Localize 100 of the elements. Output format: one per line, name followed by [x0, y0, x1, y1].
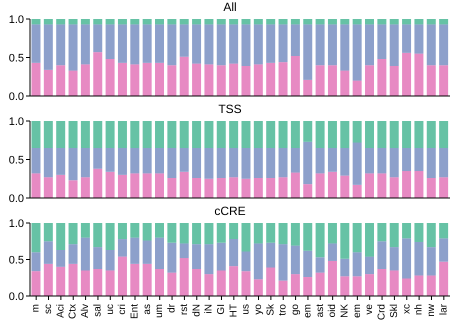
bar — [402, 121, 412, 148]
x-tick-label: oid — [327, 304, 338, 318]
y-tick-label: 1.0 — [8, 116, 24, 128]
bar — [204, 64, 214, 96]
bar — [192, 64, 202, 96]
bar — [167, 178, 176, 198]
bar — [426, 276, 436, 296]
bar — [31, 62, 40, 96]
x-tick-label: us — [240, 304, 252, 315]
bar — [80, 148, 90, 178]
bar — [180, 24, 189, 57]
bar — [414, 223, 424, 242]
bar — [31, 19, 40, 24]
bar — [192, 178, 202, 198]
bar — [426, 65, 436, 96]
x-tick-label: GI — [216, 304, 227, 315]
bar — [229, 121, 238, 148]
bar — [316, 173, 325, 198]
bar — [106, 121, 115, 148]
bar — [31, 173, 40, 198]
y-tick-label: 1.0 — [8, 218, 24, 230]
bar — [278, 62, 288, 96]
bar — [241, 24, 250, 66]
bar — [142, 264, 152, 296]
x-tick-label: Crd — [376, 304, 388, 320]
bar — [316, 121, 325, 148]
x-tick-label: Ent — [130, 304, 140, 320]
x-tick-label: lar — [438, 303, 450, 316]
bar — [93, 148, 102, 169]
bar — [216, 178, 226, 198]
bar — [316, 272, 325, 296]
y-tick-label: 0.5 — [8, 52, 24, 64]
bar — [80, 270, 90, 296]
bar — [180, 223, 189, 244]
bar — [328, 121, 337, 148]
bar — [254, 121, 263, 148]
chart-title: cCRE — [213, 204, 247, 219]
bar — [93, 247, 102, 269]
bar — [130, 264, 140, 296]
x-tick-label: em — [352, 304, 363, 318]
bar — [241, 178, 250, 198]
bar — [328, 65, 337, 96]
bar — [204, 19, 214, 24]
bar — [340, 276, 350, 296]
bar — [377, 241, 386, 269]
bar — [266, 223, 276, 243]
bar — [365, 65, 374, 96]
x-tick-label: Alv — [80, 304, 92, 318]
bar — [414, 171, 424, 198]
bar — [340, 148, 350, 176]
bar — [167, 223, 176, 243]
bar — [167, 121, 176, 148]
bar — [118, 19, 127, 24]
bar — [44, 264, 53, 296]
bar — [130, 173, 140, 198]
chart-title: All — [222, 0, 238, 15]
bar — [303, 19, 312, 24]
bar — [56, 24, 66, 66]
bar — [365, 24, 374, 66]
bar — [352, 121, 362, 143]
bar — [155, 148, 164, 174]
bar — [402, 24, 412, 53]
bar — [142, 19, 152, 24]
bar — [180, 258, 189, 296]
bar — [377, 268, 386, 296]
bar — [44, 177, 53, 198]
bar — [192, 148, 202, 178]
bar — [414, 24, 424, 54]
y-tick-label: 0.0 — [8, 192, 24, 205]
bar — [155, 238, 164, 269]
bar — [414, 242, 424, 276]
bar — [328, 260, 337, 296]
bar — [44, 223, 53, 242]
bar — [278, 177, 288, 198]
bar — [106, 270, 115, 296]
x-tick-label: nw — [426, 303, 437, 317]
bar — [130, 238, 140, 264]
bar — [93, 19, 102, 24]
bar — [167, 65, 176, 96]
x-tick-label: go — [290, 304, 302, 316]
y-tick-label: 0.5 — [8, 154, 24, 166]
bar — [167, 148, 176, 178]
x-tick-label: xc — [401, 304, 412, 314]
bar — [80, 24, 90, 64]
bar — [352, 19, 362, 24]
chart-title: TSS — [217, 102, 243, 117]
bar — [266, 148, 276, 178]
bar — [155, 24, 164, 63]
bar — [439, 177, 448, 198]
x-tick-label: sal — [92, 304, 104, 317]
bar — [142, 148, 152, 174]
bar — [254, 279, 263, 296]
x-tick-label: ve — [364, 304, 376, 315]
bar — [266, 178, 276, 198]
x-tick-label: um — [154, 304, 166, 318]
bar — [118, 239, 127, 257]
bar — [130, 121, 140, 148]
bar — [229, 148, 238, 178]
bar — [254, 19, 263, 24]
bar — [106, 59, 115, 96]
